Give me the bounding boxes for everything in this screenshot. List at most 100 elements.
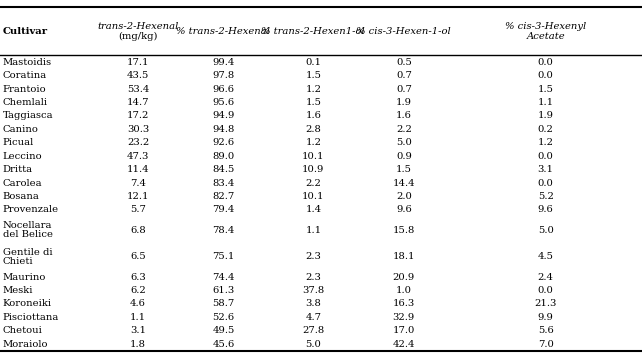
- Text: 96.6: 96.6: [213, 84, 234, 93]
- Text: 7.0: 7.0: [538, 340, 553, 349]
- Text: 42.4: 42.4: [392, 340, 415, 349]
- Text: Chetoui: Chetoui: [3, 326, 42, 335]
- Text: 2.8: 2.8: [306, 125, 321, 134]
- Text: Picual: Picual: [3, 138, 34, 147]
- Text: 1.2: 1.2: [306, 84, 321, 93]
- Text: 3.8: 3.8: [306, 299, 321, 308]
- Text: 4.6: 4.6: [130, 299, 146, 308]
- Text: 3.1: 3.1: [130, 326, 146, 335]
- Text: 52.6: 52.6: [213, 313, 234, 322]
- Text: 27.8: 27.8: [302, 326, 324, 335]
- Text: trans-2-Hexenal: trans-2-Hexenal: [98, 22, 178, 31]
- Text: Chemlali: Chemlali: [3, 98, 48, 107]
- Text: Meski: Meski: [3, 286, 33, 295]
- Text: 11.4: 11.4: [126, 165, 150, 174]
- Text: 16.3: 16.3: [393, 299, 415, 308]
- Text: 0.5: 0.5: [396, 58, 412, 67]
- Text: Koroneiki: Koroneiki: [3, 299, 52, 308]
- Text: 1.5: 1.5: [538, 84, 553, 93]
- Text: Maurino: Maurino: [3, 272, 46, 281]
- Text: 0.2: 0.2: [538, 125, 553, 134]
- Text: 2.0: 2.0: [396, 192, 412, 201]
- Text: 53.4: 53.4: [127, 84, 149, 93]
- Text: 84.5: 84.5: [213, 165, 234, 174]
- Text: 18.1: 18.1: [392, 252, 415, 261]
- Text: 14.4: 14.4: [392, 179, 415, 188]
- Text: 2.3: 2.3: [306, 252, 321, 261]
- Text: 43.5: 43.5: [127, 71, 149, 80]
- Text: 83.4: 83.4: [213, 179, 234, 188]
- Text: Bosana: Bosana: [3, 192, 39, 201]
- Text: 0.0: 0.0: [538, 286, 553, 295]
- Text: 14.7: 14.7: [126, 98, 150, 107]
- Text: 10.1: 10.1: [302, 192, 325, 201]
- Text: Coratina: Coratina: [3, 71, 47, 80]
- Text: Moraiolo: Moraiolo: [3, 340, 48, 349]
- Text: 5.0: 5.0: [396, 138, 412, 147]
- Text: 9.6: 9.6: [396, 205, 412, 214]
- Text: Gentile di: Gentile di: [3, 247, 52, 257]
- Text: 0.0: 0.0: [538, 179, 553, 188]
- Text: 1.9: 1.9: [396, 98, 412, 107]
- Text: Pisciottana: Pisciottana: [3, 313, 59, 322]
- Text: 7.4: 7.4: [130, 179, 146, 188]
- Text: 4.5: 4.5: [538, 252, 553, 261]
- Text: 5.2: 5.2: [538, 192, 553, 201]
- Text: Cultivar: Cultivar: [3, 27, 48, 36]
- Text: 0.7: 0.7: [396, 71, 412, 80]
- Text: 37.8: 37.8: [302, 286, 324, 295]
- Text: 2.2: 2.2: [306, 179, 321, 188]
- Text: Provenzale: Provenzale: [3, 205, 58, 214]
- Text: 5.0: 5.0: [538, 226, 553, 234]
- Text: 1.1: 1.1: [537, 98, 554, 107]
- Text: 6.3: 6.3: [130, 272, 146, 281]
- Text: 5.6: 5.6: [538, 326, 553, 335]
- Text: 6.2: 6.2: [130, 286, 146, 295]
- Text: 17.0: 17.0: [393, 326, 415, 335]
- Text: Chieti: Chieti: [3, 257, 33, 266]
- Text: 78.4: 78.4: [213, 226, 234, 234]
- Text: 1.1: 1.1: [130, 313, 146, 322]
- Text: 1.1: 1.1: [305, 226, 322, 234]
- Text: 74.4: 74.4: [212, 272, 235, 281]
- Text: 0.1: 0.1: [306, 58, 321, 67]
- Text: Acetate: Acetate: [526, 32, 565, 40]
- Text: 0.9: 0.9: [396, 152, 412, 161]
- Text: 10.9: 10.9: [302, 165, 324, 174]
- Text: 2.2: 2.2: [396, 125, 412, 134]
- Text: 1.6: 1.6: [396, 111, 412, 120]
- Text: 6.8: 6.8: [130, 226, 146, 234]
- Text: 6.5: 6.5: [130, 252, 146, 261]
- Text: 9.9: 9.9: [538, 313, 553, 322]
- Text: 20.9: 20.9: [393, 272, 415, 281]
- Text: 12.1: 12.1: [126, 192, 150, 201]
- Text: Taggiasca: Taggiasca: [3, 111, 53, 120]
- Text: 1.5: 1.5: [396, 165, 412, 174]
- Text: 1.2: 1.2: [538, 138, 553, 147]
- Text: Dritta: Dritta: [3, 165, 33, 174]
- Text: 0.7: 0.7: [396, 84, 412, 93]
- Text: 5.0: 5.0: [306, 340, 321, 349]
- Text: 1.0: 1.0: [396, 286, 412, 295]
- Text: 94.8: 94.8: [213, 125, 234, 134]
- Text: 94.9: 94.9: [213, 111, 234, 120]
- Text: 2.3: 2.3: [306, 272, 321, 281]
- Text: 1.9: 1.9: [538, 111, 553, 120]
- Text: Canino: Canino: [3, 125, 39, 134]
- Text: Leccino: Leccino: [3, 152, 42, 161]
- Text: 1.2: 1.2: [306, 138, 321, 147]
- Text: (mg/kg): (mg/kg): [118, 32, 158, 40]
- Text: Mastoidis: Mastoidis: [3, 58, 52, 67]
- Text: 45.6: 45.6: [213, 340, 234, 349]
- Text: 10.1: 10.1: [302, 152, 325, 161]
- Text: 1.5: 1.5: [306, 98, 321, 107]
- Text: 17.1: 17.1: [126, 58, 150, 67]
- Text: 0.0: 0.0: [538, 152, 553, 161]
- Text: 92.6: 92.6: [213, 138, 234, 147]
- Text: 97.8: 97.8: [213, 71, 234, 80]
- Text: 89.0: 89.0: [213, 152, 234, 161]
- Text: 17.2: 17.2: [127, 111, 149, 120]
- Text: % trans-2-Hexenal: % trans-2-Hexenal: [177, 27, 270, 36]
- Text: 0.0: 0.0: [538, 58, 553, 67]
- Text: 3.1: 3.1: [538, 165, 553, 174]
